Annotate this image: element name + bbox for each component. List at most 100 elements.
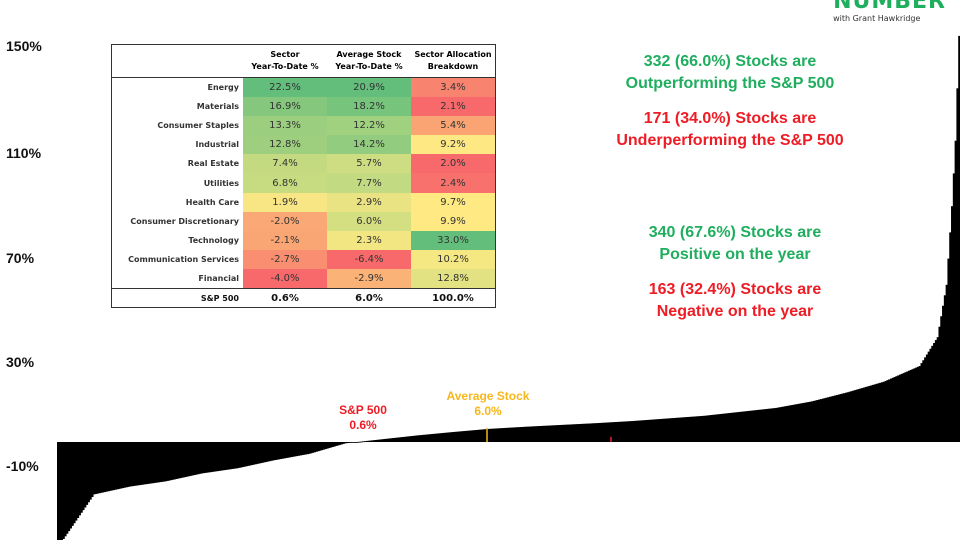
stock-bar (453, 431, 457, 442)
stock-bar (128, 442, 132, 487)
stock-bar (313, 442, 317, 453)
stock-bar (127, 442, 130, 487)
stock-bar (310, 442, 313, 454)
stock-bar (471, 430, 475, 442)
stock-bar (240, 442, 243, 468)
stock-bar (629, 421, 633, 442)
cell-alloc: 2.4% (411, 173, 496, 193)
stock-bar (491, 428, 494, 442)
stock-bar (457, 431, 460, 442)
logo: NUMBER with Grant Hawkridge (833, 0, 946, 23)
stock-bar (320, 442, 324, 451)
stock-bar (755, 410, 758, 442)
stock-bar (247, 442, 250, 466)
annotation-underperforming: 171 (34.0%) Stocks are Underperforming th… (616, 110, 844, 149)
sector-name: Technology (111, 230, 243, 250)
sector-name: Communication Services (111, 249, 243, 269)
stock-bar (118, 442, 121, 489)
stock-bar (197, 442, 200, 475)
stock-bar (468, 430, 471, 442)
cell-avg: -2.9% (327, 268, 411, 289)
stock-bar (360, 441, 363, 443)
stock-bar (96, 442, 99, 494)
stock-bar (563, 424, 566, 442)
stock-bar (667, 418, 670, 442)
stock-bar (886, 380, 889, 442)
stock-bar (460, 431, 464, 442)
stock-bar (288, 442, 291, 458)
stock-bar (284, 442, 288, 459)
stock-bar (295, 442, 299, 457)
stock-bar (290, 442, 293, 458)
stock-bar (771, 408, 774, 442)
stock-bar (162, 442, 166, 482)
stock-bar (439, 433, 442, 442)
stock-bar (800, 403, 803, 442)
stock-bar (705, 415, 708, 442)
sector-name: Energy (111, 77, 243, 98)
cell-avg: 5.7% (327, 154, 411, 174)
stock-bar (602, 422, 606, 442)
stock-bar (674, 417, 677, 442)
stock-bar (550, 425, 554, 442)
stock-bar (889, 378, 893, 442)
stock-bar (624, 421, 627, 442)
stock-bar (412, 435, 415, 442)
stock-bar (660, 418, 663, 442)
stock-bar (78, 442, 81, 516)
stock-bar (417, 435, 421, 442)
stock-bar (349, 442, 353, 443)
stock-bar (782, 406, 785, 442)
stock-bar (536, 426, 539, 442)
stock-bar (794, 404, 798, 442)
stock-bar (73, 442, 76, 524)
stock-bar (437, 433, 440, 442)
stock-bar (512, 427, 516, 442)
stock-bar (317, 442, 320, 452)
stock-bar (148, 442, 151, 484)
stock-bar (645, 419, 649, 442)
stock-bar (557, 425, 561, 442)
stock-bar (351, 442, 354, 443)
stock-bar (207, 442, 211, 473)
stock-bar (604, 422, 607, 442)
table-row: Financial -4.0% -2.9% 12.8% (111, 268, 496, 289)
stock-bar (186, 442, 189, 477)
stock-bar (931, 345, 934, 442)
stock-bar (421, 434, 424, 442)
stock-bar (642, 420, 645, 442)
stock-bar (863, 387, 866, 442)
stock-bar (810, 401, 814, 442)
stock-bar (414, 435, 417, 442)
cell-avg: 6.0% (327, 211, 411, 231)
stock-bar (764, 409, 767, 442)
stock-bar (252, 442, 256, 465)
stock-bar (91, 442, 94, 498)
stock-bar (64, 442, 67, 537)
stock-bar (608, 422, 611, 442)
stock-bar (475, 430, 478, 442)
stock-bar (701, 415, 704, 442)
sector-name: Industrial (111, 135, 243, 155)
stock-bar (380, 439, 383, 442)
stock-bar (658, 419, 661, 442)
stock-bar (241, 442, 245, 468)
stock-bar (726, 413, 730, 442)
stock-bar (403, 436, 406, 442)
stock-bar (913, 368, 916, 442)
stock-bar (119, 442, 123, 489)
cell-ytd: 13.3% (243, 116, 327, 136)
stock-bar (775, 407, 778, 442)
stock-bar (855, 389, 859, 442)
stock-bar (249, 442, 252, 466)
stock-bar (362, 441, 365, 443)
stock-bar (588, 423, 591, 442)
stock-bar (390, 438, 394, 442)
stock-bar (419, 435, 423, 442)
cell-avg: 2.9% (327, 192, 411, 212)
table-row: Technology -2.1% 2.3% 33.0% (111, 230, 496, 250)
stock-bar (100, 442, 103, 493)
average-stock-label: Average Stock 6.0% (446, 389, 530, 418)
stock-bar (942, 305, 945, 442)
stock-bar (712, 414, 715, 442)
